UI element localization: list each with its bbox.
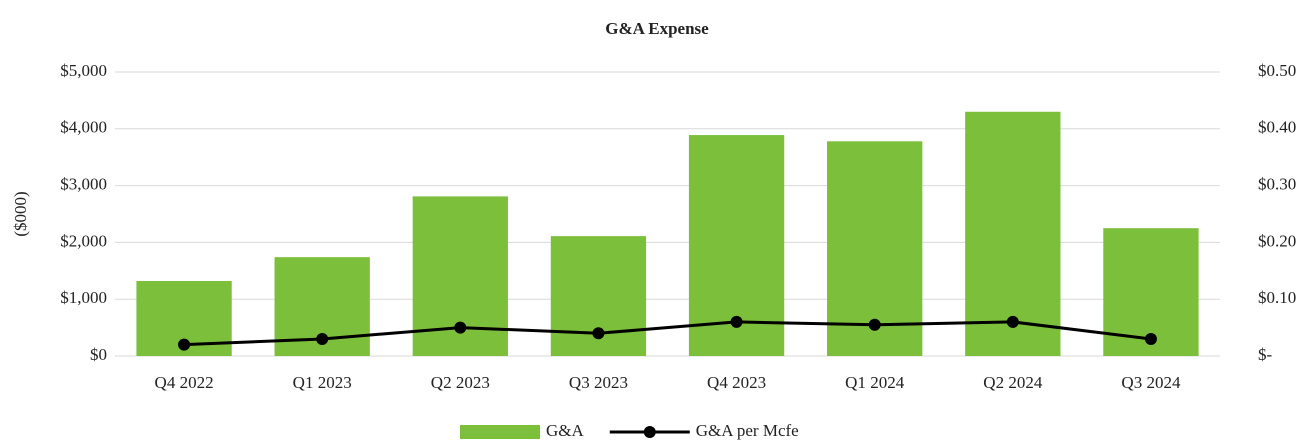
- x-tick-label: Q2 2023: [431, 373, 490, 392]
- line: [184, 320, 1152, 347]
- y2-tick-label: $0.20: [1258, 231, 1296, 250]
- y2-tick-label: $0.50: [1258, 61, 1296, 80]
- y-tick-label: $2,000: [60, 231, 107, 250]
- y2-tick-label: $-: [1258, 345, 1273, 364]
- line-point: [316, 332, 329, 345]
- y-tick-label: $1,000: [60, 288, 107, 307]
- x-tick-label: Q1 2024: [845, 373, 905, 392]
- legend-label: G&A: [546, 421, 585, 440]
- line-point: [868, 318, 881, 331]
- y2-tick-label: $0.10: [1258, 288, 1296, 307]
- x-tick-label: Q2 2024: [983, 373, 1043, 392]
- bar: [965, 111, 1061, 356]
- x-tick-label: Q4 2022: [155, 373, 214, 392]
- y-tick-label: $5,000: [60, 61, 107, 80]
- line-point: [454, 321, 467, 334]
- line-point: [730, 315, 743, 328]
- y2-tick-label: $0.40: [1258, 118, 1296, 137]
- line-point: [1144, 332, 1157, 345]
- x-tick-label: Q1 2023: [293, 373, 352, 392]
- x-tick-label: Q4 2023: [707, 373, 766, 392]
- y-tick-label: $4,000: [60, 118, 107, 137]
- line-point: [592, 327, 605, 340]
- x-tick-label: Q3 2023: [569, 373, 628, 392]
- y2-tick-label: $0.30: [1258, 175, 1296, 194]
- legend-swatch: [460, 425, 540, 439]
- y-axis-label: ($000): [11, 191, 30, 236]
- y-tick-label: $0: [90, 345, 107, 364]
- chart-title: G&A Expense: [605, 19, 709, 38]
- line-point: [178, 338, 191, 351]
- legend-swatch-point: [643, 426, 656, 438]
- line-point: [1006, 315, 1019, 328]
- legend-label: G&A per Mcfe: [696, 421, 799, 440]
- x-tick-label: Q3 2024: [1121, 373, 1181, 392]
- y-tick-label: $3,000: [60, 175, 107, 194]
